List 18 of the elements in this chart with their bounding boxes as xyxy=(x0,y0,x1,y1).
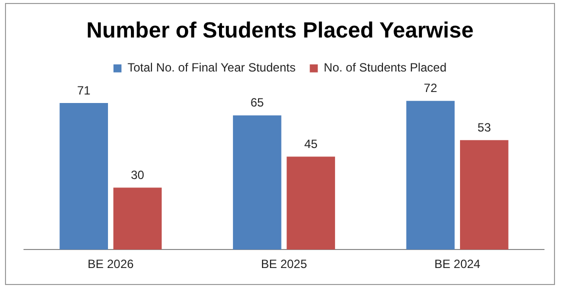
bar xyxy=(113,188,162,250)
data-label: 53 xyxy=(478,120,492,134)
x-tick-label: BE 2026 xyxy=(88,257,134,272)
data-label: 30 xyxy=(130,168,145,182)
bar xyxy=(286,156,336,250)
bar xyxy=(232,115,282,250)
x-tick-label: BE 2024 xyxy=(434,257,481,272)
legend-label: Total No. of Final Year Students xyxy=(127,60,296,75)
chart-title: Number of Students Placed Yearwise xyxy=(86,17,474,42)
data-label: 72 xyxy=(424,81,438,96)
data-label: 45 xyxy=(304,136,318,151)
legend-label: No. of Students Placed xyxy=(324,60,447,75)
bar xyxy=(406,100,455,250)
data-label: 71 xyxy=(77,83,91,98)
bar xyxy=(460,140,508,250)
bar xyxy=(60,102,108,250)
x-tick-label: BE 2025 xyxy=(260,257,308,272)
data-label: 65 xyxy=(250,96,264,110)
